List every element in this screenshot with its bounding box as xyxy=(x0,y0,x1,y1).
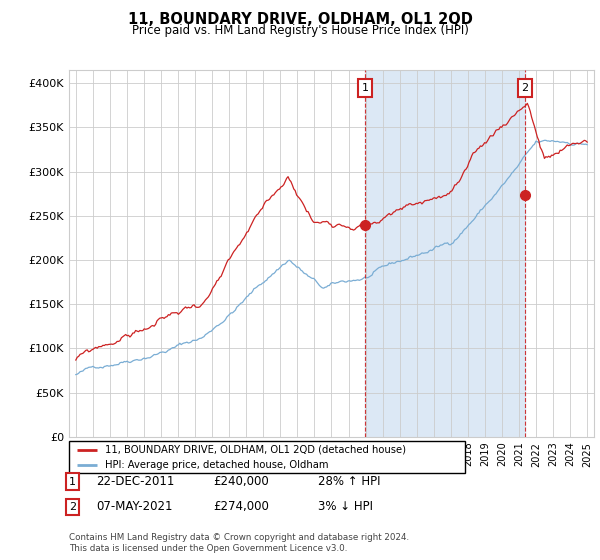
Text: 3% ↓ HPI: 3% ↓ HPI xyxy=(318,500,373,514)
Text: £274,000: £274,000 xyxy=(213,500,269,514)
Text: 11, BOUNDARY DRIVE, OLDHAM, OL1 2QD (detached house): 11, BOUNDARY DRIVE, OLDHAM, OL1 2QD (det… xyxy=(104,445,406,455)
Text: 1: 1 xyxy=(362,83,368,92)
Text: 28% ↑ HPI: 28% ↑ HPI xyxy=(318,475,380,488)
Text: 11, BOUNDARY DRIVE, OLDHAM, OL1 2QD: 11, BOUNDARY DRIVE, OLDHAM, OL1 2QD xyxy=(128,12,472,27)
Text: £240,000: £240,000 xyxy=(213,475,269,488)
Text: 22-DEC-2011: 22-DEC-2011 xyxy=(96,475,175,488)
Text: 2: 2 xyxy=(521,83,529,92)
Text: HPI: Average price, detached house, Oldham: HPI: Average price, detached house, Oldh… xyxy=(104,460,328,470)
Text: 2: 2 xyxy=(69,502,76,512)
Text: 07-MAY-2021: 07-MAY-2021 xyxy=(96,500,173,514)
Text: Contains HM Land Registry data © Crown copyright and database right 2024.
This d: Contains HM Land Registry data © Crown c… xyxy=(69,533,409,553)
Bar xyxy=(365,70,525,437)
Text: 1: 1 xyxy=(69,477,76,487)
Text: Price paid vs. HM Land Registry's House Price Index (HPI): Price paid vs. HM Land Registry's House … xyxy=(131,24,469,37)
